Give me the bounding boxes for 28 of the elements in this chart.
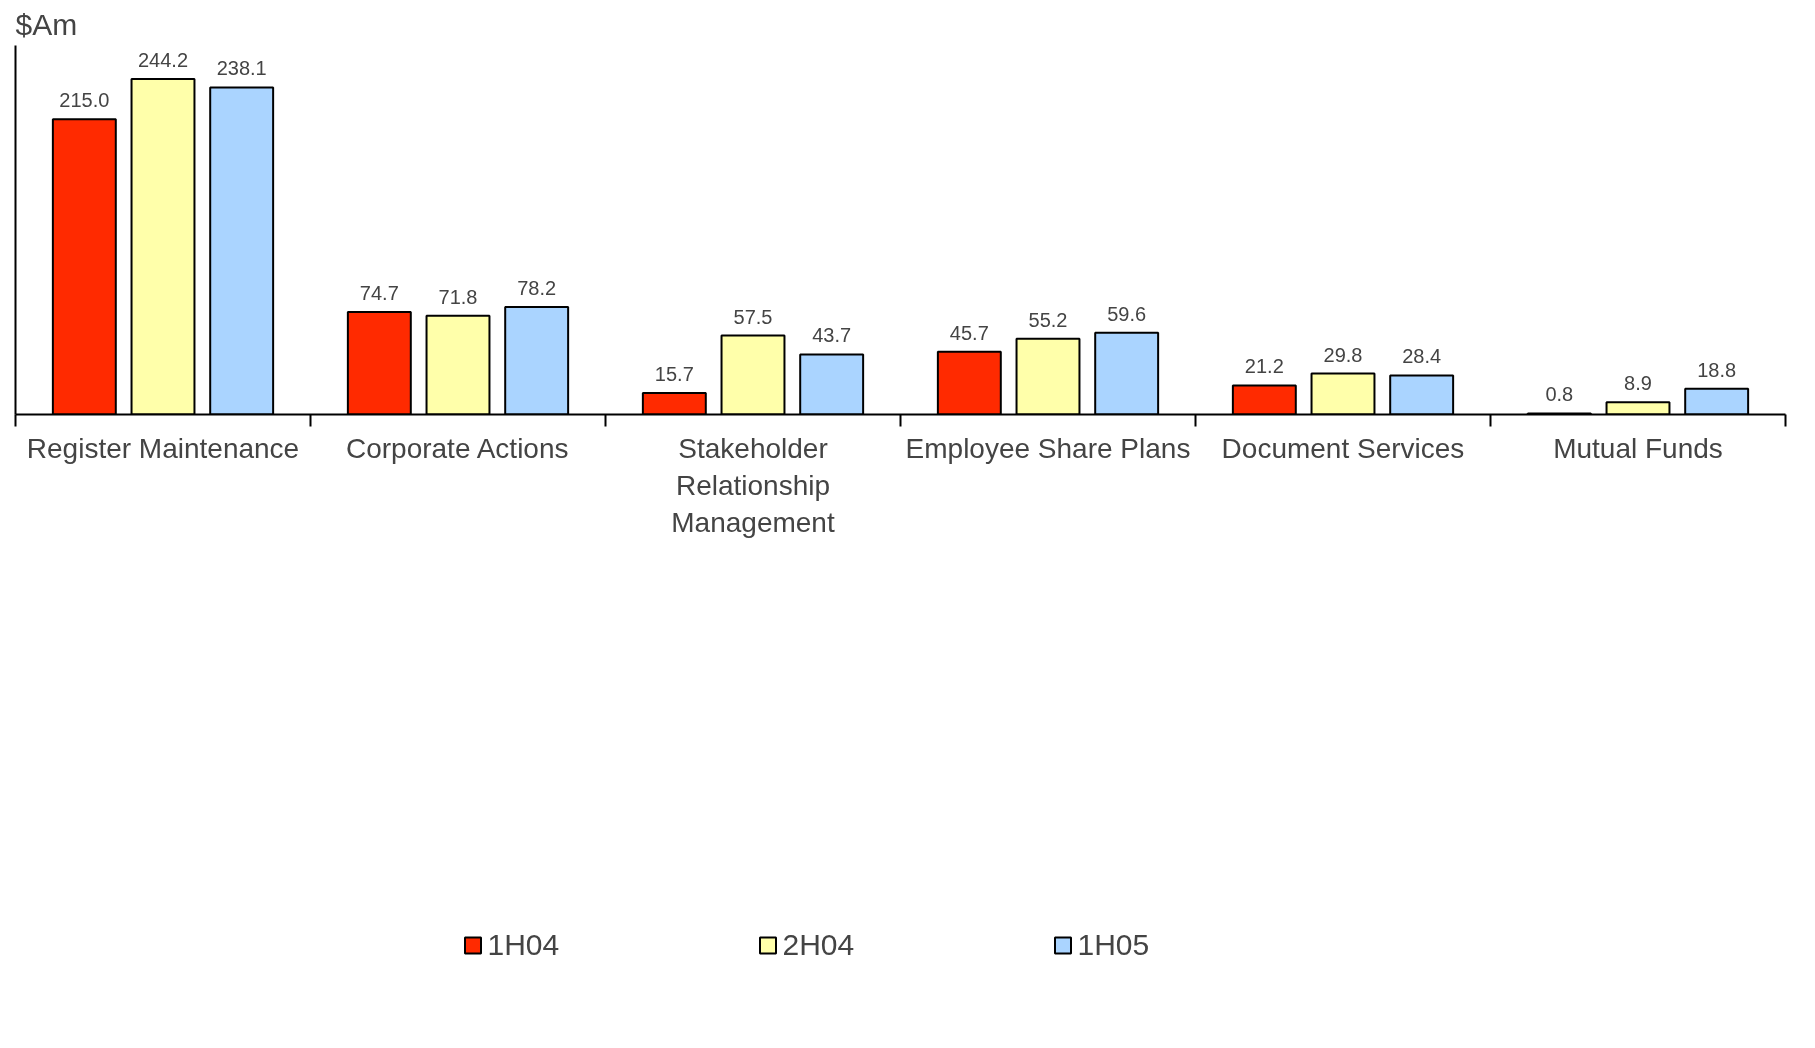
data-label: 21.2: [1244, 355, 1284, 378]
x-tick-label: Corporate Actions: [345, 432, 569, 464]
x-tick-label: Register Maintenance: [26, 432, 300, 464]
data-label: 0.8: [1545, 383, 1574, 406]
legend-label: 1H05: [1077, 928, 1151, 963]
data-label: 57.5: [733, 305, 773, 328]
x-tick-label: Document Services: [1221, 432, 1465, 464]
data-label: 78.2: [517, 277, 557, 300]
x-tick-label: Mutual Funds: [1553, 432, 1723, 464]
data-label: 45.7: [949, 321, 989, 344]
x-tick-label: Employee Share Plans: [905, 432, 1191, 464]
data-label: 59.6: [1107, 302, 1147, 325]
data-label: 215.0: [59, 89, 110, 112]
legend-label: 1H04: [487, 928, 561, 963]
data-label: 238.1: [216, 57, 267, 80]
data-label: 18.8: [1697, 358, 1737, 381]
legend-label: 2H04: [782, 928, 856, 963]
data-label: 28.4: [1402, 345, 1442, 368]
data-label: 43.7: [812, 324, 852, 347]
data-label: 71.8: [438, 285, 478, 308]
y-axis-title: $Am: [15, 7, 78, 41]
data-label: 29.8: [1323, 343, 1363, 366]
data-label: 74.7: [359, 281, 399, 304]
data-label: 244.2: [137, 49, 189, 72]
data-label: 8.9: [1624, 372, 1652, 395]
x-tick-label: Stakeholder Relationship Management: [671, 432, 835, 538]
data-label: 15.7: [654, 362, 694, 385]
data-label: 55.2: [1028, 308, 1068, 331]
